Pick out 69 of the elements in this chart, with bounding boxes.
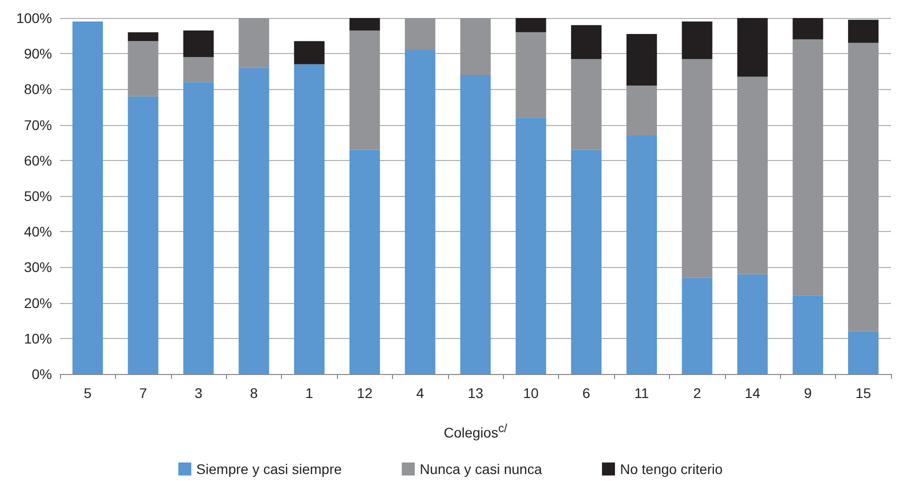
bar (571, 25, 602, 59)
y-tick-label: 10% (24, 330, 52, 346)
bar (183, 30, 214, 58)
bar (128, 96, 158, 374)
bar (349, 18, 380, 30)
x-tick-label: 14 (744, 385, 760, 401)
x-tick-label: 4 (416, 385, 424, 401)
bar (516, 18, 546, 32)
bar (571, 58, 602, 150)
x-tick-label: 12 (356, 385, 373, 401)
bar (792, 39, 824, 296)
bar (404, 18, 436, 50)
bar (848, 42, 879, 332)
y-tick-label: 60% (24, 152, 52, 168)
bar (404, 50, 436, 374)
y-tick-label: 50% (24, 188, 52, 204)
y-tick-label: 0% (32, 366, 52, 382)
bar (682, 58, 712, 278)
bar (238, 18, 270, 68)
x-tick-label: 8 (250, 385, 258, 401)
bar (516, 118, 546, 374)
bar (349, 150, 380, 374)
legend-label: No tengo criterio (620, 461, 723, 477)
bar (183, 82, 214, 374)
x-tick-label: 9 (804, 385, 812, 401)
bar (682, 22, 712, 59)
bar (626, 135, 657, 374)
x-tick-label: 6 (582, 385, 590, 401)
x-tick-label: 5 (84, 385, 92, 401)
bar (848, 20, 879, 43)
bar (792, 296, 824, 374)
bar (571, 150, 602, 374)
x-tick-label: 10 (523, 385, 539, 401)
bar (626, 86, 657, 136)
bar (792, 18, 824, 40)
legend-label: Siempre y casi siempre (196, 461, 342, 477)
x-tick-label: 11 (634, 385, 650, 401)
x-tick-label: 2 (693, 385, 702, 401)
bar (294, 41, 325, 64)
bar (516, 32, 546, 118)
bar (294, 64, 325, 374)
legend-label: Nunca y casi nunca (420, 461, 542, 477)
bar (238, 68, 270, 374)
x-tick-label: 13 (468, 385, 484, 401)
x-tick-label: 15 (856, 385, 872, 401)
bar (737, 76, 768, 274)
bar (626, 34, 657, 86)
bar (128, 32, 158, 42)
bar (737, 18, 768, 77)
y-tick-label: 40% (24, 224, 52, 240)
y-tick-label: 20% (24, 294, 52, 311)
bar (460, 18, 491, 75)
y-tick-label: 80% (24, 81, 52, 98)
bar (128, 41, 158, 96)
y-tick-label: 30% (24, 259, 52, 276)
x-tick-label: 7 (139, 385, 148, 401)
y-tick-label: 90% (24, 46, 52, 62)
x-tick-label: 1 (305, 385, 314, 401)
bar (460, 74, 491, 374)
x-axis-title: Colegios$^{c/}$ (442, 422, 508, 441)
bar (183, 57, 214, 82)
bar (349, 30, 380, 150)
y-tick-label: 100% (16, 10, 52, 26)
y-tick-label: 70% (24, 116, 52, 133)
x-tick-label: 3 (194, 385, 203, 401)
bar (682, 278, 712, 374)
bar (737, 274, 768, 374)
bar (72, 22, 103, 374)
bar (848, 331, 879, 374)
